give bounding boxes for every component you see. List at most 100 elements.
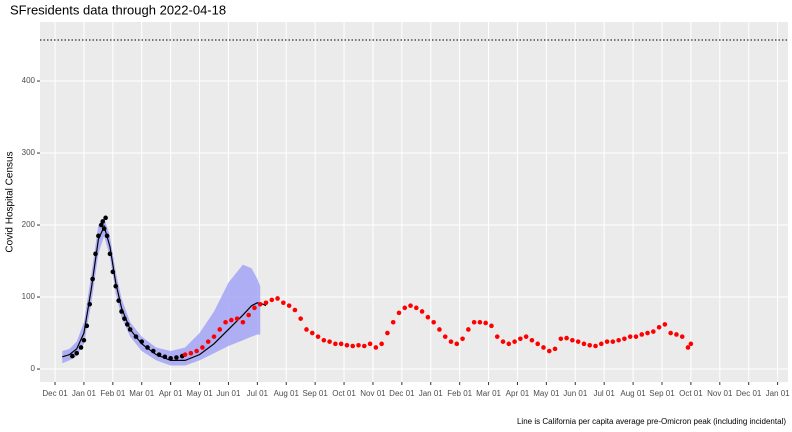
data-point <box>98 222 104 228</box>
data-point <box>633 334 639 339</box>
data-point <box>570 337 575 343</box>
data-point <box>558 336 564 342</box>
x-tick-label: May 01 <box>186 389 213 398</box>
data-point <box>610 339 616 344</box>
data-point <box>500 339 506 344</box>
x-tick-label: Nov 01 <box>360 389 386 398</box>
data-point <box>78 345 84 350</box>
data-point <box>344 342 350 348</box>
data-point <box>512 339 517 344</box>
data-point <box>240 319 246 325</box>
x-tick-label: Jun 01 <box>216 389 241 398</box>
data-point <box>156 352 162 357</box>
data-point <box>402 305 408 311</box>
x-tick-label: Apr 01 <box>506 389 530 398</box>
data-point <box>471 319 477 325</box>
x-tick-label: Dec 01 <box>736 389 762 398</box>
data-point <box>113 283 119 289</box>
x-tick-label: Jun 01 <box>563 389 588 398</box>
data-point <box>414 305 419 311</box>
x-tick-label: Sep 01 <box>649 389 675 398</box>
data-point <box>127 327 133 332</box>
data-point <box>523 334 529 339</box>
data-point <box>84 323 90 329</box>
data-point <box>674 332 679 337</box>
data-point <box>174 355 179 360</box>
data-point <box>419 309 425 314</box>
data-point <box>321 337 327 343</box>
data-point <box>327 339 332 344</box>
data-point <box>286 303 292 308</box>
x-tick-label: Nov 01 <box>707 389 733 398</box>
x-tick-label: Aug 01 <box>620 389 646 398</box>
data-point <box>622 336 627 342</box>
data-point <box>309 330 315 336</box>
data-point <box>211 334 217 339</box>
data-point <box>587 342 593 348</box>
data-point <box>100 219 106 224</box>
data-point <box>575 339 581 344</box>
x-tick-label: Jan 01 <box>72 389 97 398</box>
data-point <box>87 301 93 307</box>
data-point <box>263 300 269 306</box>
data-point <box>188 350 194 356</box>
x-tick-label: Jul 01 <box>247 389 269 398</box>
data-point <box>90 276 95 282</box>
data-point <box>535 341 541 347</box>
data-point <box>257 301 263 307</box>
data-point <box>662 322 668 327</box>
data-point <box>119 309 124 314</box>
data-point <box>656 324 662 330</box>
x-tick-label: May 01 <box>533 389 560 398</box>
data-point <box>408 303 413 308</box>
x-tick-label: Mar 01 <box>476 389 501 398</box>
data-point <box>275 296 280 301</box>
data-point <box>150 348 156 354</box>
data-point <box>518 336 523 342</box>
data-point <box>627 334 633 339</box>
x-tick-label: Sep 01 <box>302 389 328 398</box>
data-point <box>541 345 546 350</box>
data-point <box>107 251 113 257</box>
data-point <box>529 337 535 343</box>
data-point <box>110 269 116 275</box>
data-point <box>668 330 673 336</box>
data-point <box>269 297 275 303</box>
x-tick-label: Jul 01 <box>593 389 615 398</box>
data-point <box>442 334 448 339</box>
data-point <box>651 329 656 334</box>
data-point <box>506 341 512 347</box>
data-point <box>616 337 621 343</box>
data-point <box>96 233 101 239</box>
data-point <box>315 334 321 339</box>
data-point <box>466 327 471 332</box>
plot-panel <box>40 22 788 382</box>
data-point <box>385 330 390 336</box>
data-point <box>390 319 396 325</box>
data-point <box>356 342 361 348</box>
data-point <box>252 305 257 311</box>
data-point <box>645 330 650 336</box>
data-point <box>604 339 610 344</box>
data-point <box>477 319 483 325</box>
data-point <box>229 317 234 323</box>
data-point <box>546 348 552 354</box>
data-point <box>205 339 211 344</box>
data-point <box>396 310 402 316</box>
data-point <box>581 341 587 347</box>
x-tick-label: Dec 01 <box>42 389 68 398</box>
x-tick-label: Apr 01 <box>159 389 183 398</box>
x-tick-label: Jan 01 <box>766 389 791 398</box>
data-point <box>200 345 205 350</box>
data-point <box>234 316 240 321</box>
x-tick-label: Oct 01 <box>679 389 703 398</box>
data-point <box>124 322 130 327</box>
x-tick-label: Feb 01 <box>447 389 472 398</box>
x-tick-label: Dec 01 <box>389 389 415 398</box>
data-point <box>122 316 127 321</box>
data-point <box>460 336 465 342</box>
data-point <box>564 335 569 341</box>
data-point <box>133 334 139 339</box>
data-point <box>448 339 454 344</box>
